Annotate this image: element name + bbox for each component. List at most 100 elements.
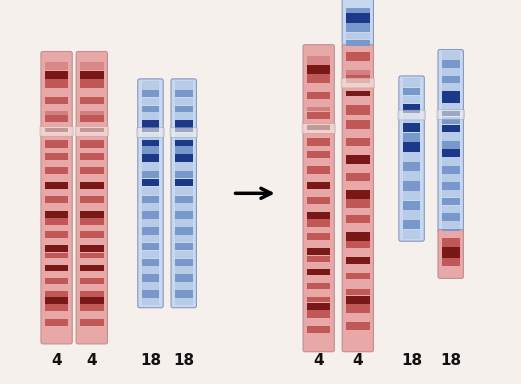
Bar — [142, 106, 159, 112]
Bar — [142, 81, 159, 89]
Bar — [45, 284, 68, 291]
Bar — [45, 291, 68, 297]
FancyBboxPatch shape — [137, 128, 164, 137]
Bar — [175, 162, 193, 170]
Bar — [80, 238, 104, 245]
Bar — [442, 247, 460, 258]
Bar — [175, 195, 193, 203]
Bar — [346, 182, 369, 190]
Bar — [80, 265, 104, 271]
Bar — [142, 211, 159, 219]
Bar — [307, 303, 330, 310]
Bar — [175, 266, 193, 274]
Bar — [45, 71, 68, 79]
Bar — [307, 83, 330, 92]
Bar — [45, 312, 68, 319]
Bar — [307, 74, 330, 83]
Bar — [142, 219, 159, 227]
Bar — [175, 146, 193, 154]
Bar — [307, 159, 330, 166]
Bar — [175, 113, 193, 120]
Bar — [307, 248, 330, 255]
Bar — [80, 305, 104, 311]
Bar — [442, 68, 460, 76]
Bar — [175, 171, 193, 179]
Bar — [80, 196, 104, 203]
Bar — [80, 319, 104, 326]
Bar — [346, 208, 369, 215]
Bar — [403, 172, 420, 181]
Bar — [80, 253, 104, 258]
Bar — [307, 262, 330, 269]
Bar — [175, 258, 193, 266]
Bar — [80, 62, 104, 71]
Bar — [45, 238, 68, 245]
Bar — [346, 84, 369, 90]
Bar — [80, 160, 104, 167]
Bar — [45, 271, 68, 278]
Bar — [346, 138, 369, 146]
Bar — [346, 322, 369, 330]
Bar — [45, 258, 68, 265]
Bar — [80, 140, 104, 148]
Bar — [346, 40, 369, 46]
Bar — [403, 162, 420, 171]
Bar — [142, 251, 159, 258]
Bar — [80, 218, 104, 225]
Bar — [403, 96, 420, 103]
Bar — [403, 152, 420, 162]
Bar — [175, 274, 193, 282]
Bar — [403, 181, 420, 190]
Bar — [175, 98, 193, 105]
Bar — [346, 232, 369, 241]
Bar — [45, 211, 68, 218]
Bar — [175, 204, 193, 211]
Bar — [175, 282, 193, 290]
Bar — [175, 141, 193, 146]
Bar — [307, 147, 330, 151]
Bar — [442, 149, 460, 157]
Bar — [307, 119, 330, 125]
Bar — [80, 245, 104, 252]
Bar — [307, 137, 330, 146]
Bar — [346, 13, 369, 23]
Bar — [142, 258, 159, 266]
Bar — [442, 258, 460, 266]
Bar — [80, 123, 104, 128]
Bar — [346, 61, 369, 70]
Bar — [307, 204, 330, 212]
Bar — [403, 104, 420, 113]
Bar — [307, 318, 330, 325]
Bar — [142, 243, 159, 250]
Bar — [307, 326, 330, 333]
Bar — [45, 245, 68, 252]
Bar — [142, 227, 159, 235]
Text: 18: 18 — [173, 353, 194, 368]
Bar — [80, 116, 104, 122]
Bar — [45, 278, 68, 284]
Bar — [307, 107, 330, 111]
Bar — [346, 121, 369, 129]
Bar — [307, 182, 330, 189]
Bar — [307, 126, 330, 130]
Bar — [45, 116, 68, 122]
Bar — [346, 0, 369, 5]
Bar — [403, 210, 420, 220]
Bar — [307, 46, 330, 55]
Bar — [346, 199, 369, 208]
Bar — [346, 339, 369, 349]
Bar — [346, 91, 369, 96]
Bar — [45, 189, 68, 196]
Bar — [346, 23, 369, 32]
Text: 4: 4 — [86, 353, 97, 368]
FancyBboxPatch shape — [138, 79, 163, 308]
Bar — [80, 153, 104, 160]
FancyBboxPatch shape — [399, 76, 424, 241]
Bar — [346, 75, 369, 83]
Bar — [442, 91, 460, 103]
Bar — [442, 232, 460, 238]
Text: 4: 4 — [353, 353, 363, 368]
Bar — [142, 141, 159, 146]
Bar — [45, 53, 68, 62]
Bar — [175, 120, 193, 132]
